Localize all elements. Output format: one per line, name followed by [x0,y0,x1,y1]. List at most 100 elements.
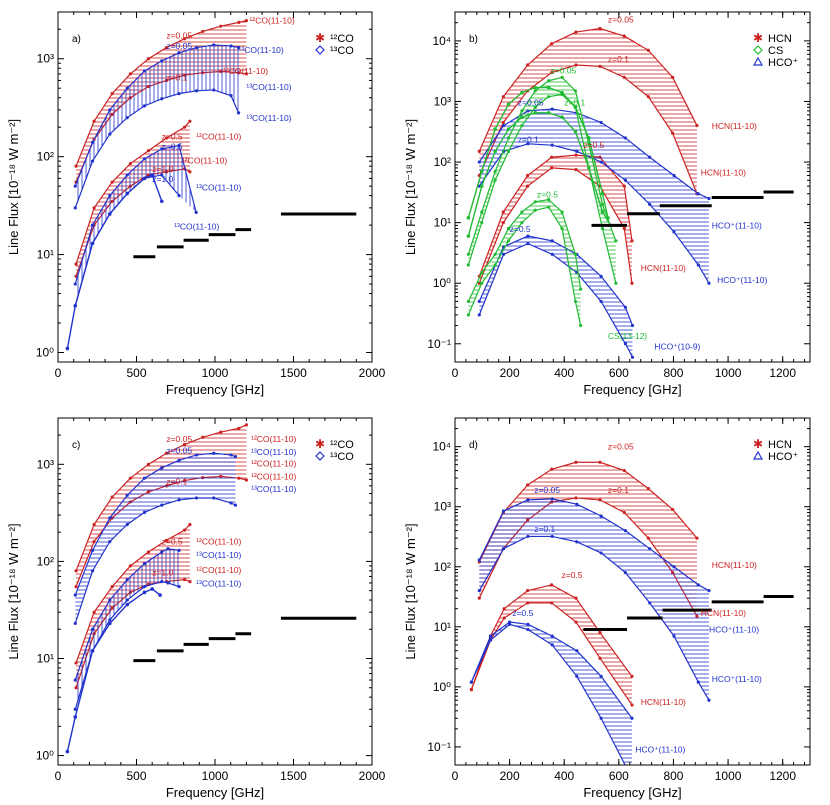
panel-label: d) [469,440,478,451]
data-point [573,89,578,93]
legend-label: HCN [768,33,792,45]
data-point [188,170,192,174]
data-point [182,442,187,447]
curve-annotation: HCN(11-10) [641,697,686,707]
data-point [160,147,164,151]
curve-annotation: ¹³CO(11-10) [196,550,241,560]
data-point [547,197,551,202]
data-point [244,72,248,76]
data-point [128,564,132,568]
data-point [65,749,70,754]
data-point [575,674,579,678]
data-point [479,169,484,174]
x-tick-label: 0 [55,769,62,783]
data-point [177,143,181,148]
data-point [73,707,77,711]
data-point [493,149,497,154]
data-point [520,221,524,225]
plot-area: z=0.05 z=0.1 z=0.05 z=0.05 z=0.1 z=0.1 z=0.5 z=… [466,15,794,359]
y-axis-label: Line Flux [10⁻¹⁸ W m⁻²] [6,523,21,659]
series-line [478,27,698,152]
data-point [550,252,554,256]
data-point [501,95,505,99]
curve-annotation: ¹³CO(11-10) [196,183,241,193]
data-point [623,136,628,140]
legend-triangle-icon [752,56,764,66]
data-point [600,191,605,196]
data-point [550,107,554,111]
legend-star-icon: ✱ [315,437,325,451]
data-point [630,281,634,285]
data-point [501,120,505,125]
data-point [108,598,112,602]
data-point [229,94,233,98]
data-point [502,252,506,256]
data-point [598,656,602,660]
data-point [477,149,481,153]
curve-annotation: HCO⁺(11-10) [712,674,762,684]
curve-annotation: z=0.05 [166,445,192,455]
curve-annotation: z=1.0 [152,174,173,184]
curve-annotation: z=0.05 [608,441,634,451]
data-point [600,210,605,214]
data-point [672,634,676,638]
chart-panel-1: z=0.05z=0.05 z=0.1 z=0.5z=0.5 z=1.0z=1.0 ¹²C… [6,11,386,397]
y-tick-label: 10¹ [37,248,54,262]
data-point [125,493,129,497]
data-point [599,716,603,720]
data-point [622,510,626,515]
data-point [630,703,634,707]
data-point [194,45,199,50]
y-tick-label: 10² [37,150,54,164]
data-point [90,159,95,163]
data-point [108,618,112,622]
data-point [466,252,470,256]
data-point [587,166,591,170]
data-point [623,529,628,533]
data-point [125,577,129,582]
data-point [92,119,96,123]
data-point [574,460,578,464]
panel-label: c) [72,440,80,451]
data-point [480,221,484,225]
curve-annotation: CS(13-12) [608,331,647,341]
x-tick-label: 1200 [769,366,796,380]
data-point [550,42,554,46]
data-point [110,585,114,589]
y-tick-label: 10³ [37,457,54,471]
data-point [477,596,481,600]
data-point [630,674,634,678]
data-point [574,63,578,67]
curve-annotation: ¹³CO(11-10) [246,113,291,123]
data-point [160,503,164,507]
x-tick-label: 800 [663,769,683,783]
hatched-band [479,28,697,194]
y-tick-label: 10² [434,560,451,574]
legend-star-icon: ✱ [315,31,325,45]
data-point [520,123,524,128]
hatched-band [468,199,581,326]
curve-annotation: ¹³CO(11-10) [251,484,296,494]
data-point [125,191,130,196]
curve-annotation: z=0.5 [162,131,183,141]
curve-annotation: HCN(11-10) [712,121,757,131]
curve-annotation: ¹²CO(11-10) [251,471,296,481]
series-line [470,584,633,690]
panel-label: b) [469,34,478,45]
data-point [526,173,530,178]
legend-diamond-icon [753,45,763,55]
data-point [533,85,538,90]
data-point [550,166,554,170]
data-point [526,142,530,146]
curve-annotation: z=0.05 [608,15,634,25]
data-point [142,590,147,595]
x-tick-label: 1000 [715,769,742,783]
data-point [73,303,78,308]
data-point [622,34,626,38]
data-point [73,621,77,625]
data-point [92,610,96,614]
curve-annotation: z=0.5 [537,189,558,199]
data-point [599,120,603,125]
data-point [244,423,248,427]
data-point [74,262,78,266]
